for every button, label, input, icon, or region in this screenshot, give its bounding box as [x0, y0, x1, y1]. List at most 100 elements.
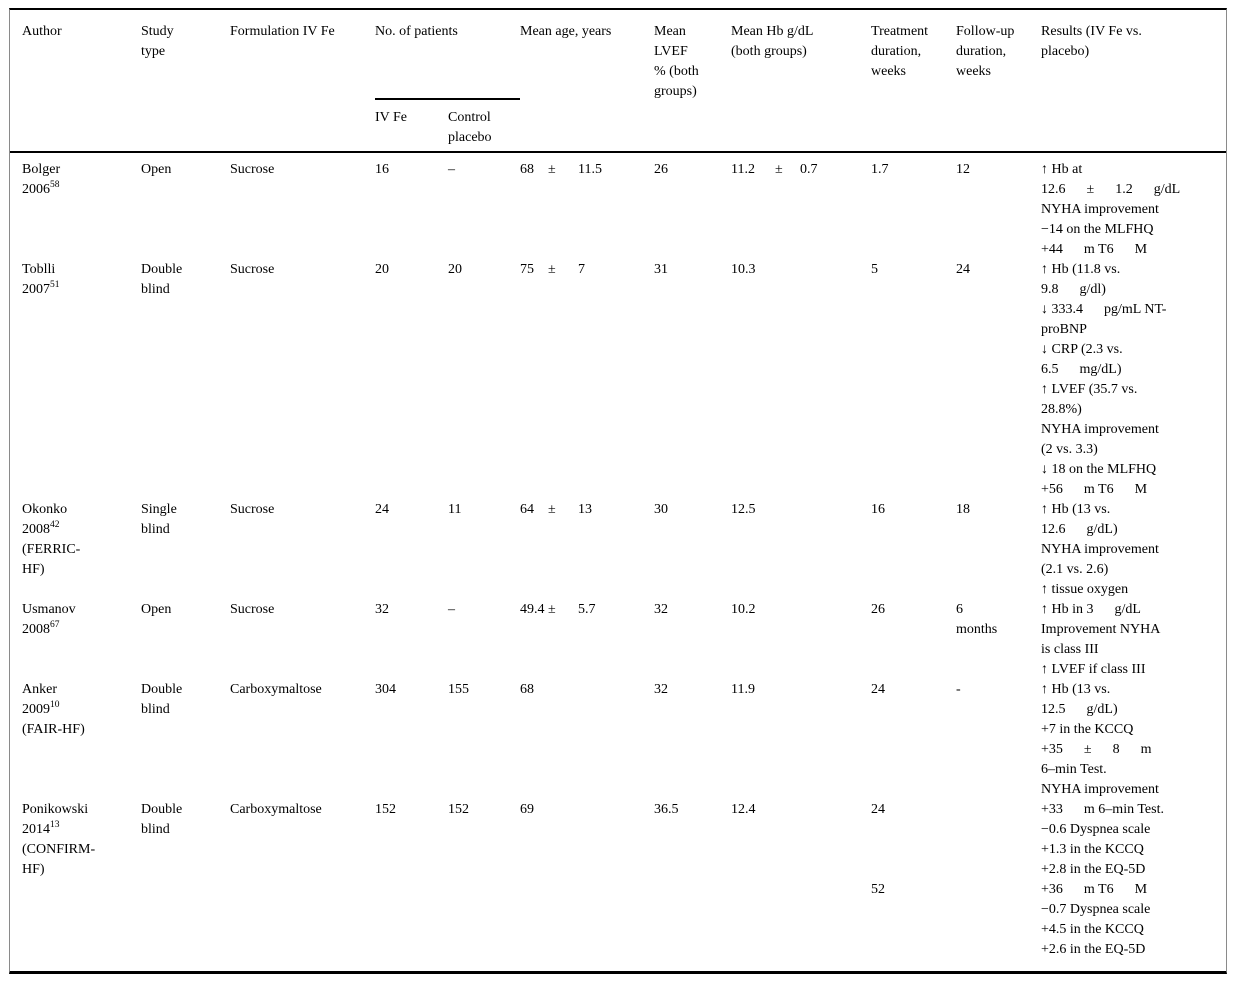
table-header: Author Study type Formulation IV Fe No. …	[10, 10, 1226, 150]
clinical-studies-table: Author Study type Formulation IV Fe No. …	[10, 10, 1226, 960]
hb-mean: 10.3	[731, 262, 756, 277]
author-name: Usmanov	[22, 602, 76, 617]
cell-n-control	[448, 880, 520, 960]
cell-study-type: Open	[141, 162, 172, 177]
cell-mean-age: 75 ±7	[520, 260, 654, 500]
cell-n-control: 152	[448, 802, 469, 817]
cell-mean-hb: 10.3	[731, 260, 871, 500]
cell-formulation: Sucrose	[230, 162, 275, 177]
age-mean: 49.4	[520, 602, 545, 617]
author-reference-superscript: 10	[50, 700, 60, 710]
cell-mean-lvef: 36.5	[654, 802, 679, 817]
author-reference-superscript: 51	[50, 280, 60, 290]
cell-n-ivfe: 152	[375, 802, 396, 817]
table-row: Ponikowski 201413 (CONFIRM- HF) Double blind…	[10, 800, 1226, 880]
cell-formulation: Carboxymaltose	[230, 682, 322, 697]
age-mean: 68	[520, 682, 535, 697]
cell-n-ivfe: 24	[375, 502, 389, 517]
header-control-placebo: Control placebo	[448, 110, 492, 145]
cell-n-ivfe	[375, 880, 448, 960]
cell-mean-age: 68	[520, 680, 654, 800]
age-mean: 75	[520, 262, 535, 277]
hb-mean: 12.4	[731, 802, 756, 817]
cell-mean-lvef: 26	[654, 162, 669, 177]
cell-n-control: –	[448, 162, 455, 177]
cell-n-ivfe: 304	[375, 682, 396, 697]
cell-author: Ponikowski 201413 (CONFIRM- HF)	[10, 800, 141, 880]
hb-mean: 11.9	[731, 682, 755, 697]
cell-study-type: Open	[141, 602, 172, 617]
cell-study-type: Double blind	[141, 802, 183, 837]
cell-study-type	[141, 880, 230, 960]
cell-mean-age	[520, 880, 654, 960]
author-year: 200842	[22, 520, 60, 537]
author-year: 200751	[22, 280, 60, 297]
author-name: Anker	[22, 682, 57, 697]
cell-study-type: Single blind	[141, 502, 177, 537]
age-plus-minus: ±	[548, 502, 556, 517]
cell-followup-duration	[956, 880, 1041, 960]
author-trial-name: HF)	[22, 862, 45, 877]
cell-formulation: Sucrose	[230, 602, 275, 617]
cell-followup-duration: 24	[956, 262, 971, 277]
cell-results: +36 m T6 M −0.7 Dyspnea scale +4.5 in th…	[1041, 882, 1151, 957]
age-sd: 11.5	[578, 162, 602, 177]
cell-results: ↑ Hb in 3 g/dL Improvement NYHA is class…	[1041, 602, 1161, 677]
table-row: Usmanov 200867 Open Sucrose 32–49.4 ±5.7 32 10.…	[10, 600, 1226, 680]
cell-mean-age: 68 ±11.5	[520, 150, 654, 260]
cell-n-control: 11	[448, 502, 462, 517]
cell-n-control: 20	[448, 262, 462, 277]
cell-mean-age: 64 ±13	[520, 500, 654, 600]
cell-n-ivfe: 20	[375, 262, 389, 277]
cell-followup-duration: 12	[956, 162, 971, 177]
cell-study-type: Double blind	[141, 262, 183, 297]
header-row-main: Author Study type Formulation IV Fe No. …	[10, 10, 1226, 100]
age-plus-minus: ±	[548, 162, 556, 177]
age-mean: 69	[520, 802, 535, 817]
author-year: 200910	[22, 700, 60, 717]
cell-treatment-duration: 16	[871, 502, 886, 517]
cell-mean-lvef: 30	[654, 502, 669, 517]
cell-mean-hb: 10.2	[731, 600, 871, 680]
header-results: Results (IV Fe vs. placebo)	[1041, 24, 1142, 59]
header-mean-lvef: Mean LVEF % (both groups)	[654, 24, 699, 99]
cell-mean-lvef: 31	[654, 262, 669, 277]
cell-formulation: Sucrose	[230, 262, 275, 277]
header-bottom-rule	[10, 151, 1226, 153]
cell-followup-duration: 18	[956, 502, 971, 517]
header-author: Author	[22, 24, 62, 39]
cell-mean-hb: 11.9	[731, 680, 871, 800]
header-treatment-duration: Treatment duration, weeks	[871, 24, 929, 79]
age-mean: 64	[520, 502, 535, 517]
cell-results: +33 m 6–min Test. −0.6 Dyspnea scale +1.…	[1041, 802, 1164, 877]
author-trial-name: (CONFIRM-	[22, 842, 96, 857]
cell-treatment-duration: 26	[871, 602, 886, 617]
cell-followup-duration: 6 months	[956, 602, 998, 637]
cell-treatment-duration: 5	[871, 262, 879, 277]
cell-results: ↑ Hb (13 vs. 12.6 g/dL) NYHA improvement…	[1041, 502, 1159, 597]
author-trial-name: HF)	[22, 562, 45, 577]
table-row: Anker 200910 (FAIR-HF) Double blind Carboxym…	[10, 680, 1226, 800]
author-trial-name: (FERRIC-	[22, 542, 81, 557]
cell-treatment-duration: 52	[871, 882, 886, 897]
author-reference-superscript: 58	[50, 180, 60, 190]
header-followup-duration: Follow-up duration, weeks	[956, 24, 1015, 79]
cell-treatment-duration: 24	[871, 802, 886, 817]
table-row: Okonko 200842 (FERRIC- HF) Single blind Sucro…	[10, 500, 1226, 600]
author-name: Okonko	[22, 502, 68, 517]
hb-plus-minus: ±	[775, 162, 783, 177]
age-plus-minus: ±	[548, 262, 556, 277]
cell-n-ivfe: 32	[375, 602, 389, 617]
header-no-of-patients: No. of patients	[375, 10, 521, 100]
author-name: Ponikowski	[22, 802, 89, 817]
table-row: 52 +36 m T6 M −0.7 Dyspnea scale +4.5 in …	[10, 880, 1226, 960]
author-year: 200658	[22, 180, 60, 197]
age-sd: 7	[578, 262, 586, 277]
table-row: Toblli 200751 Double blind Sucrose 20 20 75 ±7 3…	[10, 260, 1226, 500]
table-body: Bolger 200658 Open Sucrose 16 – 68 ±11.5 26 11.2 ±…	[10, 150, 1226, 960]
cell-followup-duration: -	[956, 682, 961, 697]
cell-author: Bolger 200658	[10, 150, 141, 260]
cell-n-control: 155	[448, 682, 469, 697]
author-reference-superscript: 13	[50, 820, 60, 830]
author-year: 200867	[22, 620, 60, 637]
